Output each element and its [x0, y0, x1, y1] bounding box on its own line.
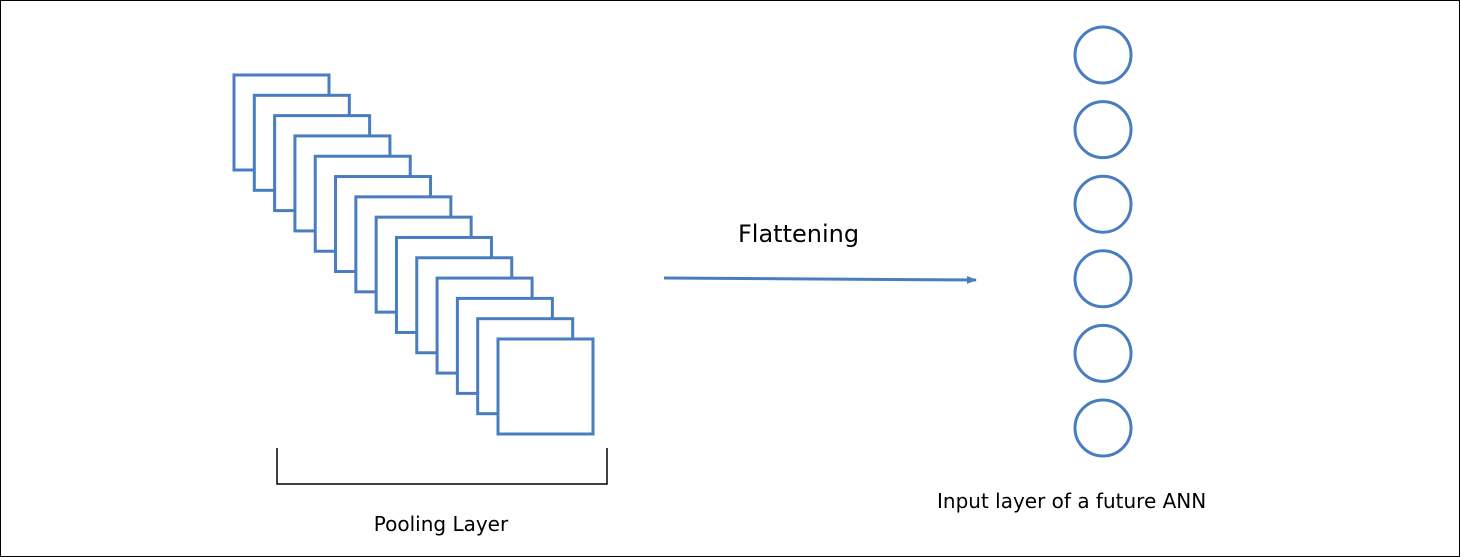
flattening-arrow	[663, 275, 977, 284]
neuron-2	[1073, 100, 1133, 160]
neuron-3	[1073, 174, 1133, 234]
input-layer-neurons	[1073, 25, 1133, 458]
pooling-layer-bracket	[276, 448, 608, 485]
feature-map-14	[496, 337, 595, 436]
neuron-5	[1073, 323, 1133, 383]
input-layer-label: Input layer of a future ANN	[937, 489, 1207, 513]
pooling-feature-map-stack	[232, 73, 595, 436]
neuron-6	[1073, 398, 1133, 458]
pooling-layer-label: Pooling Layer	[373, 512, 509, 536]
neuron-1	[1073, 25, 1133, 85]
flattening-label: Flattening	[738, 220, 860, 248]
neuron-4	[1073, 249, 1133, 309]
